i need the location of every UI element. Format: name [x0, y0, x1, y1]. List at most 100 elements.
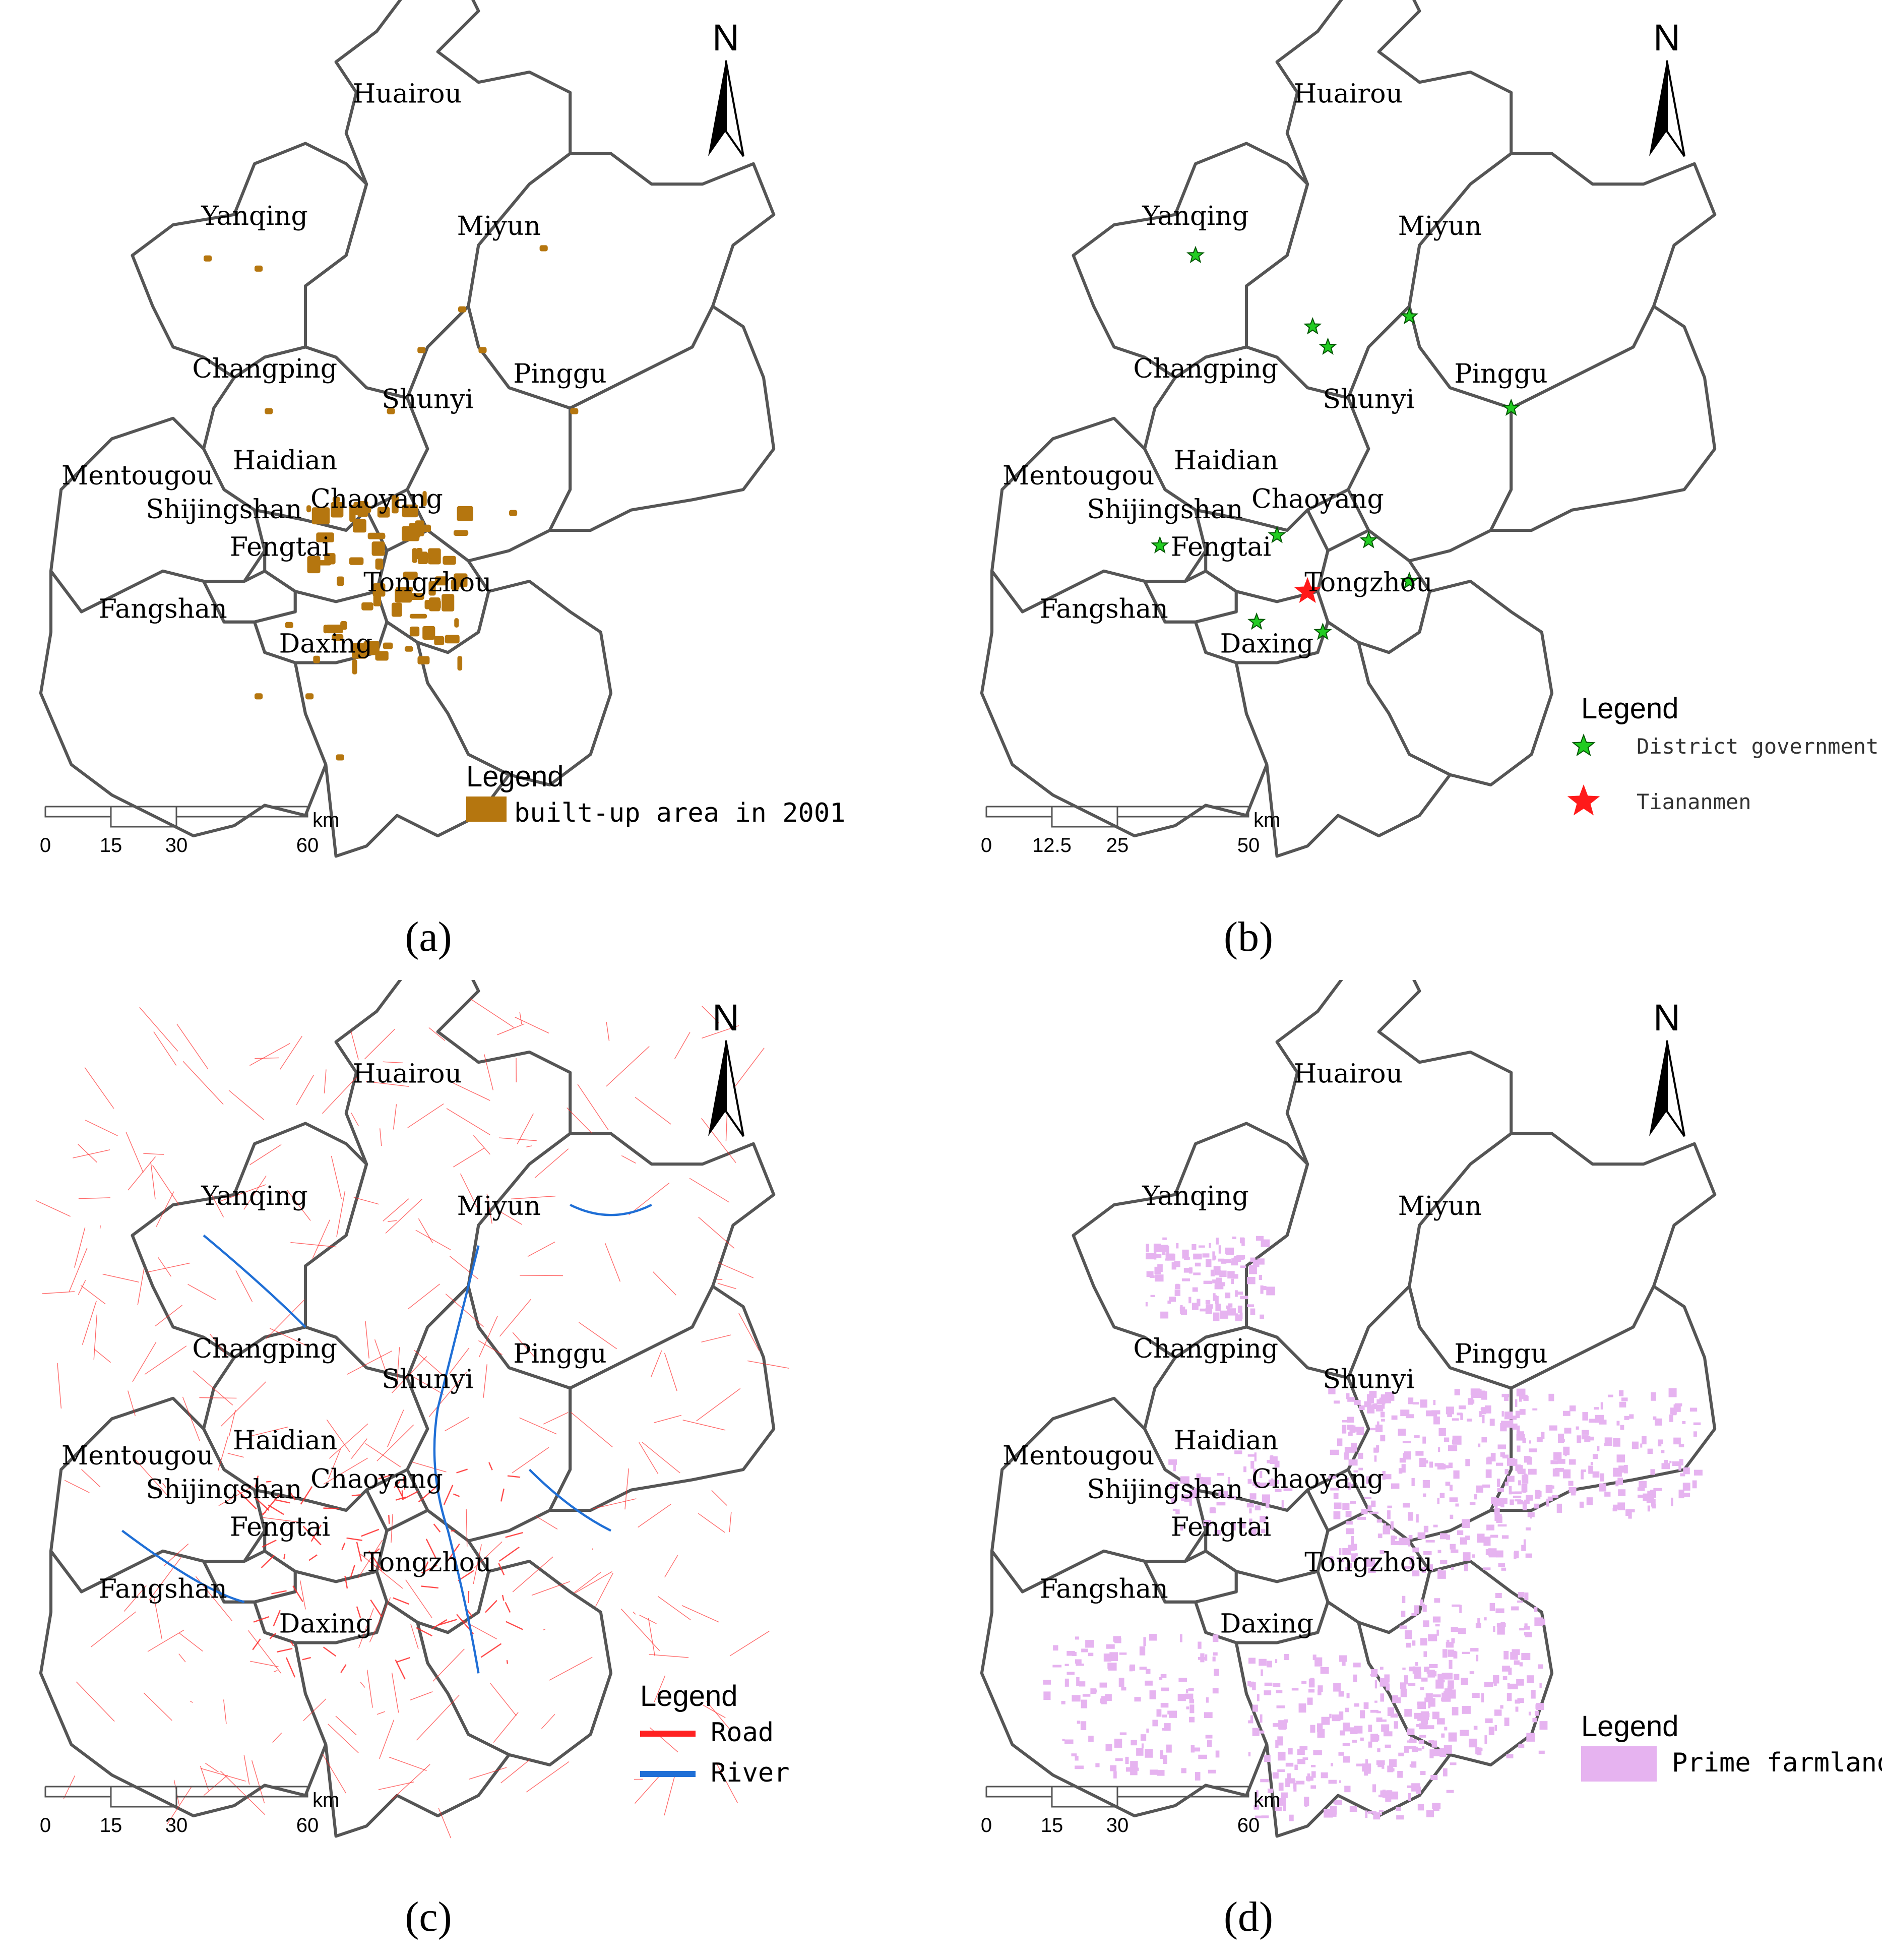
farmland-patch	[1516, 1425, 1520, 1434]
road-segment	[150, 1161, 156, 1200]
road-segment	[649, 1654, 689, 1658]
farmland-patch	[1342, 1661, 1346, 1666]
farmland-patch	[1330, 1449, 1339, 1455]
farmland-patch	[1249, 1681, 1254, 1688]
road-segment	[729, 1512, 732, 1533]
district-label-shunyi: Shunyi	[1323, 385, 1414, 415]
road-segment	[498, 1563, 505, 1575]
farmland-patch	[1366, 1558, 1375, 1567]
farmland-patch	[1348, 1432, 1353, 1436]
farmland-patch	[1314, 1657, 1323, 1667]
road-segment	[633, 1611, 636, 1615]
farmland-patch	[1339, 1780, 1341, 1783]
farmland-patch	[1345, 1707, 1349, 1712]
north-label: N	[712, 17, 739, 58]
road-segment	[373, 1548, 380, 1554]
farmland-patch	[1428, 1634, 1437, 1641]
farmland-patch	[1247, 1304, 1254, 1307]
road-segment	[249, 1043, 290, 1066]
farmland-patch	[1382, 1790, 1386, 1798]
farmland-patch	[1393, 1536, 1397, 1540]
road-segment	[99, 1225, 101, 1229]
farmland-patch	[1075, 1636, 1079, 1640]
road-segment	[575, 1571, 612, 1594]
farmland-patch	[1619, 1401, 1626, 1407]
farmland-patch	[1333, 1511, 1341, 1519]
farmland-patch	[1446, 1535, 1451, 1540]
farmland-patch	[1217, 1473, 1225, 1476]
farmland-patch	[1260, 1471, 1263, 1479]
farmland-patch	[1333, 1683, 1341, 1692]
farmland-patch	[1387, 1707, 1394, 1717]
farmland-patch	[1548, 1393, 1554, 1401]
district-label-yanqing: Yanqing	[201, 201, 307, 231]
farmland-patch	[1438, 1447, 1440, 1452]
farmland-patch	[1247, 1681, 1251, 1686]
farmland-patch	[1176, 1243, 1179, 1249]
farmland-patch	[1263, 1286, 1267, 1291]
road-segment	[410, 1624, 419, 1649]
farmland-patch	[1219, 1270, 1227, 1277]
farmland-patch	[1261, 1669, 1263, 1676]
builtup-patch	[434, 636, 445, 645]
farmland-patch	[1419, 1723, 1428, 1730]
farmland-patch	[1409, 1666, 1418, 1672]
farmland-patch	[1337, 1559, 1345, 1562]
farmland-patch	[1200, 1477, 1203, 1483]
road-segment	[621, 1155, 636, 1164]
district-label-chaoyang: Chaoyang	[310, 1464, 443, 1495]
farmland-patch	[1382, 1403, 1385, 1409]
farmland-patch	[1346, 1478, 1349, 1481]
farmland-patch	[1501, 1535, 1509, 1539]
farmland-patch	[1180, 1525, 1183, 1531]
farmland-patch	[1156, 1254, 1162, 1258]
farmland-patch	[1488, 1548, 1491, 1556]
farmland-patch	[1420, 1638, 1427, 1646]
road-segment	[527, 1242, 555, 1257]
farmland-patch	[1689, 1407, 1698, 1412]
farmland-patch	[1504, 1468, 1509, 1475]
farmland-patch	[1240, 1296, 1248, 1300]
road-segment	[353, 1197, 379, 1205]
farmland-patch	[1259, 1274, 1263, 1280]
farmland-patch	[1444, 1437, 1450, 1442]
district-government-icon	[1359, 531, 1378, 548]
farmland-patch	[1423, 1667, 1429, 1672]
farmland-patch	[1195, 1262, 1201, 1267]
farmland-patch	[1445, 1696, 1449, 1699]
farmland-patch	[1664, 1459, 1668, 1465]
legend-item-label: built-up area in 2001	[514, 798, 845, 828]
farmland-patch	[1461, 1678, 1468, 1685]
farmland-patch	[1405, 1630, 1412, 1639]
farmland-patch	[1088, 1652, 1094, 1657]
farmland-patch	[1396, 1815, 1404, 1820]
farmland-patch	[1358, 1452, 1363, 1459]
farmland-patch	[1247, 1479, 1252, 1484]
farmland-patch	[1250, 1715, 1253, 1721]
farmland-patch	[1431, 1740, 1437, 1748]
farmland-patch	[1527, 1512, 1535, 1517]
farmland-patch	[1146, 1253, 1154, 1260]
farmland-patch	[1328, 1476, 1336, 1479]
scale-tick-label: 60	[296, 834, 319, 856]
district-label-shunyi: Shunyi	[1323, 1365, 1414, 1395]
road-segment	[78, 1144, 97, 1163]
farmland-patch	[1473, 1726, 1478, 1730]
road-segment	[664, 1774, 676, 1816]
district-government-icon	[1400, 307, 1419, 325]
road-segment	[312, 1219, 330, 1259]
farmland-patch	[1077, 1721, 1081, 1724]
road-segment	[606, 1046, 650, 1087]
builtup-patch	[422, 626, 435, 640]
farmland-patch	[1196, 1473, 1201, 1480]
road-segment	[351, 1438, 367, 1459]
farmland-patch	[1344, 1452, 1349, 1460]
farmland-patch	[1261, 1239, 1270, 1247]
farmland-patch	[1181, 1278, 1190, 1281]
farmland-patch	[1106, 1644, 1115, 1649]
builtup-patch	[509, 510, 518, 516]
farmland-patch	[1081, 1648, 1088, 1652]
road-segment	[696, 1388, 741, 1422]
farmland-patch	[1310, 1725, 1315, 1733]
road-segment	[162, 1483, 167, 1488]
